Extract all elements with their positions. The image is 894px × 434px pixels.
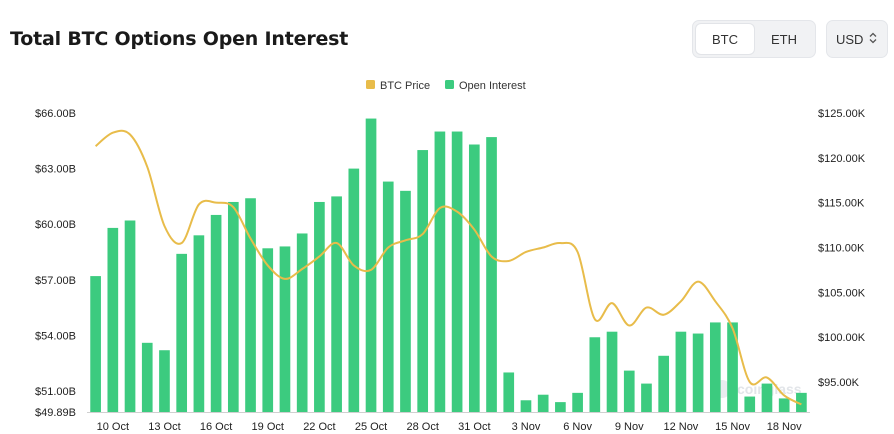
open-interest-bar (90, 276, 101, 412)
open-interest-bar (141, 342, 153, 412)
right-tick-label: $120.00K (818, 153, 866, 165)
left-tick-label: $49.89B (35, 407, 76, 419)
x-tick-label: 12 Nov (663, 421, 698, 433)
x-tick-label: 31 Oct (458, 421, 490, 433)
open-interest-bar (537, 394, 549, 412)
open-interest-bar (107, 227, 119, 412)
x-tick-label: 10 Oct (97, 421, 129, 433)
open-interest-bar (572, 392, 583, 412)
open-interest-bar (400, 190, 411, 412)
open-interest-bar (658, 355, 670, 412)
left-tick-label: $60.00B (35, 219, 76, 231)
open-interest-bar (589, 337, 601, 412)
x-tick-label: 6 Nov (563, 421, 592, 433)
open-interest-bar (279, 246, 291, 412)
legend-item-btc-price: BTC Price (366, 80, 430, 92)
right-tick-label: $125.00K (818, 108, 866, 120)
btc-toggle-button[interactable]: BTC (696, 24, 754, 54)
open-interest-bar (245, 198, 256, 412)
right-tick-label: $100.00K (818, 332, 866, 344)
open-interest-bar (727, 322, 738, 412)
x-tick-label: 18 Nov (767, 421, 802, 433)
page-title: Total BTC Options Open Interest (10, 28, 349, 50)
x-tick-label: 22 Oct (303, 421, 335, 433)
chevron-updown-icon (869, 32, 877, 46)
currency-select[interactable]: USD (826, 20, 888, 58)
open-interest-bar (314, 201, 325, 412)
right-axis: $125.00K $120.00K $115.00K $110.00K $105.00K… (818, 108, 866, 389)
open-interest-bar (296, 233, 308, 412)
open-interest-bar (262, 248, 274, 412)
open-interest-bar (434, 131, 446, 413)
open-interest-bar (365, 118, 377, 412)
left-tick-label: $66.00B (35, 108, 76, 120)
x-tick-label: 15 Nov (715, 421, 750, 433)
left-tick-label: $63.00B (35, 164, 76, 176)
open-interest-bar (486, 137, 497, 413)
open-interest-bar (744, 396, 756, 412)
open-interest-bar (606, 331, 618, 412)
legend-swatch-open-interest (445, 80, 454, 89)
open-interest-bar (623, 370, 635, 412)
right-tick-label: $115.00K (818, 198, 865, 210)
left-tick-label: $54.00B (35, 330, 76, 342)
right-tick-label: $95.00K (818, 377, 860, 389)
asset-toggle: BTC ETH (692, 20, 816, 58)
x-tick-label: 16 Oct (200, 421, 232, 433)
currency-value: USD (836, 31, 864, 47)
eth-toggle-button[interactable]: ETH (771, 31, 797, 47)
open-interest-bar (331, 196, 342, 412)
open-interest-bar (675, 331, 687, 412)
x-tick-label: 28 Oct (406, 421, 438, 433)
legend-item-open-interest: Open Interest (445, 80, 526, 92)
left-tick-label: $57.00B (35, 275, 76, 287)
open-interest-bar (193, 235, 205, 412)
open-interest-bar (451, 131, 463, 413)
open-interest-bar (124, 220, 136, 412)
x-tick-label: 9 Nov (615, 421, 644, 433)
open-interest-bar (761, 383, 773, 412)
open-interest-bar (709, 322, 721, 412)
open-interest-bar (778, 398, 790, 412)
open-interest-bar (520, 400, 532, 412)
open-interest-bar (159, 350, 170, 412)
x-tick-label: 3 Nov (512, 421, 541, 433)
x-tick-label: 19 Oct (252, 421, 284, 433)
open-interest-bar (692, 333, 704, 412)
left-axis: $66.00B $63.00B $60.00B $57.00B $54.00B $51.0… (35, 108, 76, 419)
open-interest-bars (90, 118, 807, 413)
open-interest-bar (503, 372, 515, 412)
legend-label-btc-price: BTC Price (380, 80, 430, 92)
legend-swatch-btc-price (366, 80, 375, 89)
right-tick-label: $110.00K (818, 243, 865, 255)
chart-legend: BTC Price Open Interest (366, 80, 526, 92)
open-interest-bar (382, 181, 394, 412)
open-interest-bar (796, 392, 807, 412)
legend-label-open-interest: Open Interest (459, 80, 526, 92)
x-axis: 10 Oct 13 Oct 16 Oct 19 Oct 22 Oct 25 Oct 28 O… (87, 412, 810, 433)
open-interest-bar (348, 168, 360, 412)
left-tick-label: $51.00B (35, 386, 76, 398)
right-tick-label: $105.00K (818, 287, 866, 299)
x-tick-label: 13 Oct (148, 421, 180, 433)
open-interest-bar (176, 253, 188, 412)
open-interest-bar (227, 201, 239, 412)
btc-price-series-line (94, 129, 802, 406)
btc-price-line (94, 129, 802, 406)
x-tick-label: 25 Oct (355, 421, 387, 433)
open-interest-bar (555, 402, 566, 412)
open-interest-bar (468, 144, 480, 413)
open-interest-bar (641, 383, 652, 412)
open-interest-bar (417, 150, 429, 413)
open-interest-bar (210, 214, 222, 412)
